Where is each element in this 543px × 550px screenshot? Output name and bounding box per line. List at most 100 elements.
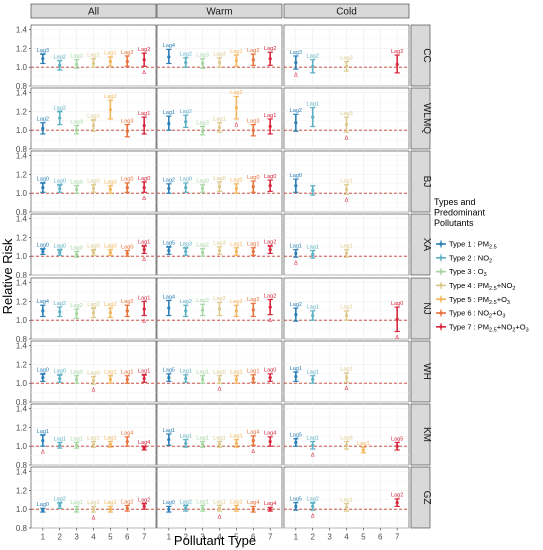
lag-label: Lag0 bbox=[37, 177, 49, 183]
legend-key-point bbox=[439, 242, 443, 246]
legend-label-segment: PM bbox=[478, 240, 489, 249]
error-bar-type-1: Lag0** bbox=[37, 177, 49, 193]
column-strip-bg bbox=[30, 3, 157, 19]
legend-label-segment: 2.5 bbox=[489, 300, 497, 306]
data-point bbox=[234, 186, 238, 191]
error-bar-type-2: Lag2** bbox=[179, 499, 192, 512]
panel-bj-cold bbox=[283, 150, 410, 213]
delta-marker: Δ bbox=[311, 453, 315, 459]
lag-label: Lag0 bbox=[179, 177, 191, 183]
legend-label-segment: 3 bbox=[526, 327, 529, 333]
x-tick-label: 2 bbox=[183, 533, 188, 542]
error-bar-type-1: Lag1 Δ bbox=[290, 243, 302, 266]
lag-label: Lag0 bbox=[87, 179, 99, 185]
legend-label-prefix: Type 1 : bbox=[449, 240, 478, 249]
data-point bbox=[41, 376, 45, 380]
lag-label: Lag2 bbox=[37, 117, 49, 123]
error-bar-type-5: Lag2 Δ bbox=[230, 90, 242, 128]
lag-label: Lag2 bbox=[70, 303, 82, 309]
lag-label: Lag1 bbox=[213, 499, 225, 505]
data-point bbox=[167, 249, 171, 253]
data-point bbox=[125, 60, 129, 64]
lag-label: Lag2 bbox=[306, 496, 318, 502]
significance-marker: ** bbox=[40, 53, 46, 60]
y-tick-label: 1.4 bbox=[16, 25, 28, 34]
data-point bbox=[268, 184, 272, 188]
legend-label-segment: PM bbox=[478, 322, 489, 331]
delta-marker: Δ bbox=[142, 70, 146, 76]
data-point bbox=[75, 312, 79, 316]
lag-label: Lag2 bbox=[121, 499, 133, 505]
x-tick-label: 5 bbox=[361, 533, 366, 542]
significance-marker: ** bbox=[40, 372, 46, 379]
lag-label: Lag3 bbox=[179, 242, 191, 248]
error-bar-type-6: Lag2 bbox=[247, 297, 260, 318]
error-bar-type-7: Lag2 bbox=[391, 493, 403, 508]
error-bar-type-6: Lag1 bbox=[121, 370, 134, 384]
lag-label: Lag2 bbox=[138, 47, 150, 53]
data-point bbox=[311, 313, 315, 318]
error-bar-type-1: Lag1** Δ bbox=[37, 429, 49, 456]
lag-label: Lag0 bbox=[104, 243, 116, 249]
x-tick-label: 4 bbox=[344, 533, 349, 542]
error-bar-type-1: Lag3** bbox=[37, 48, 49, 65]
x-tick-label: 6 bbox=[378, 533, 383, 542]
error-bar-type-7: Lag2** bbox=[138, 497, 150, 510]
lag-label: Lag2 bbox=[391, 49, 403, 55]
data-point bbox=[234, 59, 238, 63]
data-point bbox=[58, 503, 62, 508]
data-point bbox=[201, 308, 205, 312]
error-bar-type-2: Lag0 bbox=[179, 177, 192, 193]
error-bar-type-4: Lag3 bbox=[213, 52, 226, 68]
significance-marker: * bbox=[294, 437, 297, 444]
data-point bbox=[251, 249, 255, 254]
data-point bbox=[108, 507, 112, 511]
row-strip-label: WH bbox=[421, 363, 432, 380]
error-bar-type-2: Lag2 bbox=[179, 299, 192, 318]
lag-label: Lag2 bbox=[87, 302, 99, 308]
lag-label: Lag1 bbox=[230, 370, 242, 376]
data-point bbox=[125, 309, 129, 313]
error-bar-type-4: Lag1 Δ bbox=[213, 499, 225, 520]
lag-label: Lag0 bbox=[70, 245, 82, 251]
lag-label: Lag2 bbox=[391, 493, 403, 499]
data-point bbox=[311, 377, 315, 382]
panel-wlmq-warm bbox=[156, 87, 283, 150]
data-point bbox=[58, 250, 62, 255]
lag-label: Lag1 bbox=[104, 370, 116, 376]
y-tick-label: 1.4 bbox=[16, 88, 28, 97]
error-bar-type-5: Lag0 bbox=[104, 243, 117, 256]
data-point bbox=[108, 377, 112, 382]
data-point bbox=[184, 376, 188, 381]
legend-label-segment: 2.5 bbox=[489, 245, 497, 251]
significance-marker: ** bbox=[57, 373, 63, 380]
legend-label-segment: 2 bbox=[489, 258, 492, 264]
error-bar-type-6: Lag1 bbox=[247, 242, 260, 256]
error-bar-type-1: Lag0 bbox=[290, 173, 302, 193]
delta-marker: Δ bbox=[142, 257, 146, 263]
panel-gz-cold bbox=[283, 466, 410, 529]
data-point bbox=[108, 442, 112, 446]
error-bar-type-2: Lag0** bbox=[53, 369, 66, 383]
lag-label: Lag1 bbox=[104, 435, 116, 441]
error-bar-type-2: Lag2** bbox=[53, 105, 66, 126]
significance-marker: ** bbox=[166, 245, 172, 252]
error-bar-type-2: Lag2* bbox=[179, 52, 192, 68]
significance-marker: ** bbox=[141, 245, 147, 252]
legend-title-line: Types and bbox=[434, 197, 476, 207]
legend-key-point bbox=[439, 256, 443, 260]
lag-label: Lag2 bbox=[104, 302, 116, 308]
row-strip-label: BJ bbox=[421, 176, 432, 188]
legend-item-type-2: Type 2 : NO2 bbox=[436, 253, 492, 264]
lag-label: Lag1 bbox=[104, 51, 116, 57]
data-point bbox=[58, 186, 62, 191]
y-tick-label: 0.8 bbox=[16, 82, 28, 91]
data-point bbox=[217, 125, 222, 130]
data-point bbox=[268, 57, 272, 61]
data-point bbox=[344, 443, 349, 447]
lag-label: Lag5 bbox=[340, 435, 352, 441]
lag-label: Lag0 bbox=[163, 500, 175, 506]
legend-label-segment: 3 bbox=[484, 272, 487, 278]
lag-label: Lag0 bbox=[53, 179, 65, 185]
data-point bbox=[58, 376, 62, 381]
